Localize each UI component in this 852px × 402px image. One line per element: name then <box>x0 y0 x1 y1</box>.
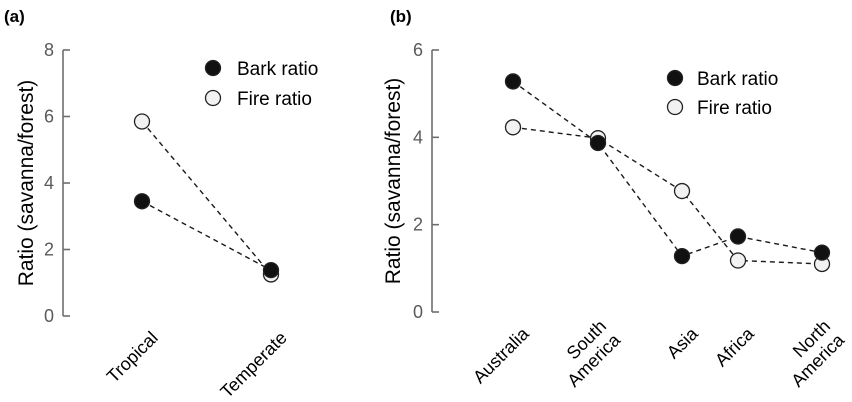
panel-b-point-fire <box>504 119 522 136</box>
panel-b-legend-marker-fire <box>666 98 684 116</box>
panel-a-legend: Bark ratio Fire ratio <box>204 59 318 110</box>
panel-b-point-fire <box>729 252 747 269</box>
panel-b-legend-marker-bark <box>666 69 684 87</box>
panel-a-y-tick-label: 0 <box>44 306 54 326</box>
panel-a-legend-label-fire: Fire ratio <box>237 89 312 110</box>
panel-b: (b) Ratio (savanna/forest) 0 2 4 6 Australia… <box>382 7 849 391</box>
panel-b-x-tick-label: NorthAmerica <box>773 315 849 391</box>
panel-b-x-tick-label: SouthAmerica <box>549 315 625 391</box>
panel-b-legend: Bark ratio Fire ratio <box>666 69 778 119</box>
panel-b-y-tick-label: 6 <box>413 40 423 60</box>
panel-a-legend-marker-bark <box>204 59 222 77</box>
panel-a-legend-marker-fire <box>204 89 222 107</box>
panel-a-y-axis-title: Ratio (savanna/forest) <box>15 80 38 287</box>
panel-b-x-tick-label: Africa <box>711 323 758 370</box>
panel-a-series-lines <box>141 121 272 275</box>
panel-a-point-bark <box>262 261 280 279</box>
panel-a-label: (a) <box>4 7 25 26</box>
panel-b-y-axis-title: Ratio (savanna/forest) <box>382 78 405 285</box>
panel-b-legend-label-fire: Fire ratio <box>697 98 772 119</box>
panel-a-legend-label-bark: Bark ratio <box>237 59 318 80</box>
panel-a: (a) Ratio (savanna/forest) 0 2 4 6 8 Tropical… <box>4 7 318 402</box>
panel-b-y-tick-label: 4 <box>413 127 423 147</box>
panel-b-point-bark <box>504 73 522 90</box>
panel-a-y-tick-label: 2 <box>44 240 54 260</box>
panel-a-points <box>133 113 280 283</box>
panel-b-legend-label-bark: Bark ratio <box>697 69 778 90</box>
panel-b-label: (b) <box>390 7 412 26</box>
panel-b-point-fire <box>673 182 691 200</box>
panel-a-x-tick-label: Tropical <box>103 328 162 387</box>
panel-a-y-tick-label: 6 <box>44 107 54 127</box>
panel-b-point-bark <box>673 247 691 265</box>
panel-b-x-tick-label: Asia <box>663 323 703 363</box>
panel-a-line-fire <box>141 121 272 275</box>
panel-a-point-fire <box>133 113 151 130</box>
panel-a-point-bark <box>133 193 151 210</box>
panel-a-y-tick-label: 4 <box>44 173 54 193</box>
panel-b-y-tick-label: 2 <box>413 215 423 235</box>
panel-b-point-bark <box>589 134 607 152</box>
panel-a-y-tick-label: 8 <box>44 40 54 60</box>
panel-b-points <box>504 73 831 273</box>
panel-a-x-tick-label: Temperate <box>216 328 290 402</box>
panel-b-y-tick-label: 0 <box>413 302 423 322</box>
panel-b-point-bark <box>813 244 831 261</box>
panel-b-axes: 0 2 4 6 Australia SouthAmerica Asia Africa North… <box>413 40 849 391</box>
panel-b-point-bark <box>729 228 747 245</box>
panel-b-x-tick-label: Australia <box>469 323 533 387</box>
panel-a-line-bark <box>141 200 272 271</box>
